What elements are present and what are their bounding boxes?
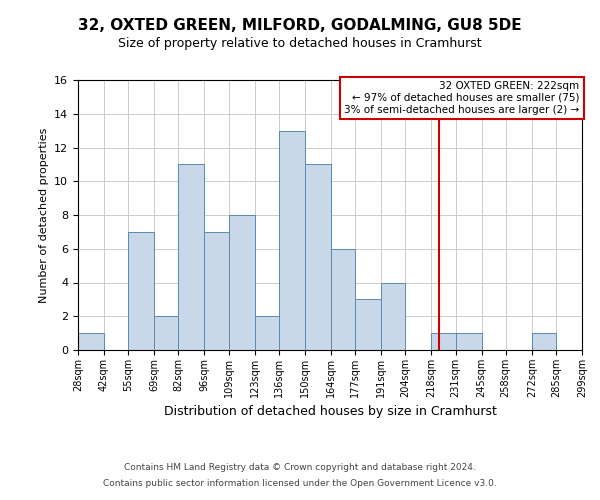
Bar <box>331 249 355 350</box>
Bar <box>305 164 331 350</box>
Bar <box>154 316 178 350</box>
Text: 32, OXTED GREEN, MILFORD, GODALMING, GU8 5DE: 32, OXTED GREEN, MILFORD, GODALMING, GU8… <box>78 18 522 32</box>
Text: Contains public sector information licensed under the Open Government Licence v3: Contains public sector information licen… <box>103 478 497 488</box>
Y-axis label: Number of detached properties: Number of detached properties <box>38 128 49 302</box>
Bar <box>128 232 154 350</box>
Bar <box>178 164 205 350</box>
Bar <box>254 316 279 350</box>
Bar <box>455 333 482 350</box>
Bar <box>205 232 229 350</box>
Bar <box>355 300 381 350</box>
Text: 32 OXTED GREEN: 222sqm
← 97% of detached houses are smaller (75)
3% of semi-deta: 32 OXTED GREEN: 222sqm ← 97% of detached… <box>344 82 580 114</box>
X-axis label: Distribution of detached houses by size in Cramhurst: Distribution of detached houses by size … <box>164 406 496 418</box>
Text: Contains HM Land Registry data © Crown copyright and database right 2024.: Contains HM Land Registry data © Crown c… <box>124 464 476 472</box>
Bar <box>229 215 254 350</box>
Bar <box>279 130 305 350</box>
Bar <box>381 282 406 350</box>
Bar <box>78 333 104 350</box>
Text: Size of property relative to detached houses in Cramhurst: Size of property relative to detached ho… <box>118 38 482 51</box>
Bar <box>431 333 455 350</box>
Bar <box>532 333 556 350</box>
